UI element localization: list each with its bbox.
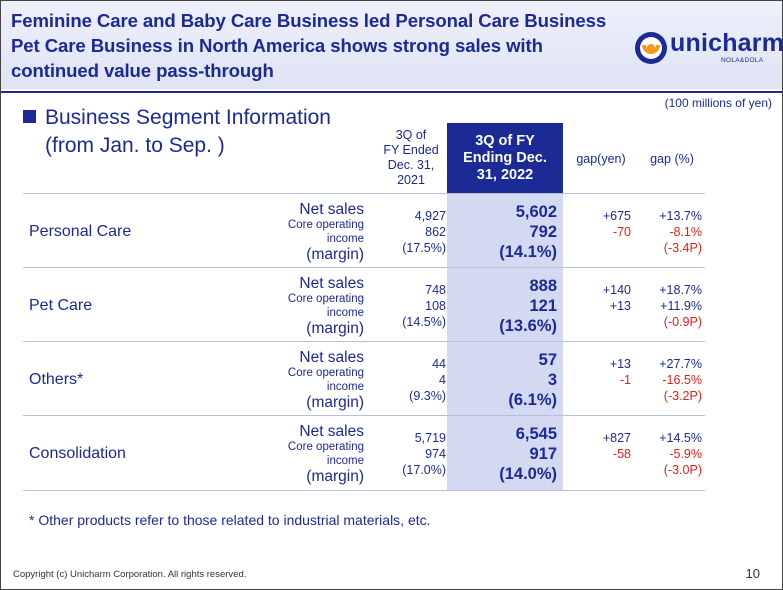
cur-net-sales: 888 [529,277,557,295]
column-header-gap-yen: gap(yen) [576,152,626,166]
cur-core-income: 917 [529,445,557,463]
gap-pct-margin: (-3.2P) [663,389,702,403]
gap-pct-margin: (-3.0P) [663,463,702,477]
gap-pct-income: -8.1% [669,225,702,239]
headline-line-3: continued value pass-through [11,60,274,81]
segment-row-personal-care: Personal Care Net sales Core operating i… [1,195,783,269]
unicharm-logo-mark-icon [635,32,667,64]
label-net-sales: Net sales [299,349,364,366]
prev-margin: (17.5%) [402,241,446,255]
gap-yen-income: -70 [612,225,631,239]
label-income: income [326,307,364,319]
segment-name: Pet Care [29,297,93,314]
bullet-square-icon [23,110,36,123]
gap-pct-income: -5.9% [669,447,702,461]
label-core-operating: Core operating [287,441,364,453]
cur-core-income: 792 [529,223,557,241]
prev-margin: (17.0%) [402,463,446,477]
segment-name: Others* [29,371,84,388]
logo-wordmark: unicharm [670,29,783,57]
label-margin: (margin) [306,468,364,485]
label-margin: (margin) [306,320,364,337]
gap-pct-margin: (-3.4P) [663,241,702,255]
gap-pct-sales: +27.7% [659,357,702,371]
header-banner: Feminine Care and Baby Care Business led… [1,1,783,89]
cur-net-sales: 5,602 [515,203,557,221]
gap-yen-income: -1 [619,373,631,387]
label-core-operating: Core operating [287,293,364,305]
label-income: income [326,381,364,393]
cur-core-income: 121 [529,297,557,315]
label-net-sales: Net sales [299,201,364,218]
section-subtitle: (from Jan. to Sep. ) [45,134,225,157]
prev-core-income: 4 [439,373,446,387]
section-title-text: Business Segment Information [45,106,331,129]
cur-margin: (13.6%) [499,317,557,335]
segment-name: Personal Care [29,223,132,240]
row-divider [23,341,705,342]
column-header-current-year: 3Q of FY Ending Dec. 31, 2022 [447,123,563,193]
cur-margin: (6.1%) [508,391,557,409]
gap-yen-income: -58 [612,447,631,461]
prev-core-income: 862 [425,225,446,239]
segment-row-consolidation: Consolidation Net sales Core operating i… [1,417,783,491]
column-header-gap-pct: gap (%) [650,152,694,166]
row-divider [23,193,705,194]
label-margin: (margin) [306,394,364,411]
segment-name: Consolidation [29,445,126,462]
gap-yen-income: +13 [609,299,631,313]
gap-pct-sales: +14.5% [659,431,702,445]
gap-pct-sales: +18.7% [659,283,702,297]
label-net-sales: Net sales [299,275,364,292]
prev-net-sales: 44 [432,357,446,371]
headline-line-1: Feminine Care and Baby Care Business led… [11,10,607,31]
section-title: Business Segment Information [23,105,331,131]
cur-net-sales: 6,545 [515,425,557,443]
copyright: Copyright (c) Unicharm Corporation. All … [13,569,247,580]
segment-row-pet-care: Pet Care Net sales Core operating income… [1,269,783,343]
prev-margin: (9.3%) [409,389,446,403]
header-divider [1,91,782,93]
label-core-operating: Core operating [287,367,364,379]
headline-line-2: Pet Care Business in North America shows… [11,35,543,56]
label-margin: (margin) [306,246,364,263]
row-divider [23,267,705,268]
gap-yen-sales: +827 [602,431,631,445]
gap-pct-sales: +13.7% [659,209,702,223]
label-income: income [326,233,364,245]
page-number: 10 [745,566,760,581]
label-net-sales: Net sales [299,423,364,440]
headline: Feminine Care and Baby Care Business led… [11,8,626,83]
cur-core-income: 3 [547,371,557,389]
column-header-prev-year: 3Q of FY Ended Dec. 31, 2021 [383,128,439,187]
row-divider [23,415,705,416]
unit-note: (100 millions of yen) [664,96,772,110]
prev-core-income: 974 [425,447,446,461]
prev-margin: (14.5%) [402,315,446,329]
label-core-operating: Core operating [287,219,364,231]
prev-net-sales: 4,927 [414,209,446,223]
gap-yen-sales: +13 [609,357,631,371]
prev-core-income: 108 [425,299,446,313]
gap-pct-margin: (-0.9P) [663,315,702,329]
cur-margin: (14.0%) [499,465,557,483]
footnote: * Other products refer to those related … [29,512,431,528]
gap-pct-income: +11.9% [660,299,702,313]
unicharm-logo: unicharm NOLA&DOLA [634,27,783,77]
prev-net-sales: 748 [425,283,446,297]
segment-row-others: Others* Net sales Core operating income … [1,343,783,417]
cur-net-sales: 57 [538,351,557,369]
prev-net-sales: 5,719 [414,431,446,445]
gap-pct-income: -16.5% [662,373,702,387]
gap-yen-sales: +140 [602,283,631,297]
label-income: income [326,455,364,467]
row-divider [23,490,705,491]
cur-margin: (14.1%) [499,243,557,261]
gap-yen-sales: +675 [602,209,631,223]
logo-subtext: NOLA&DOLA [721,57,764,64]
